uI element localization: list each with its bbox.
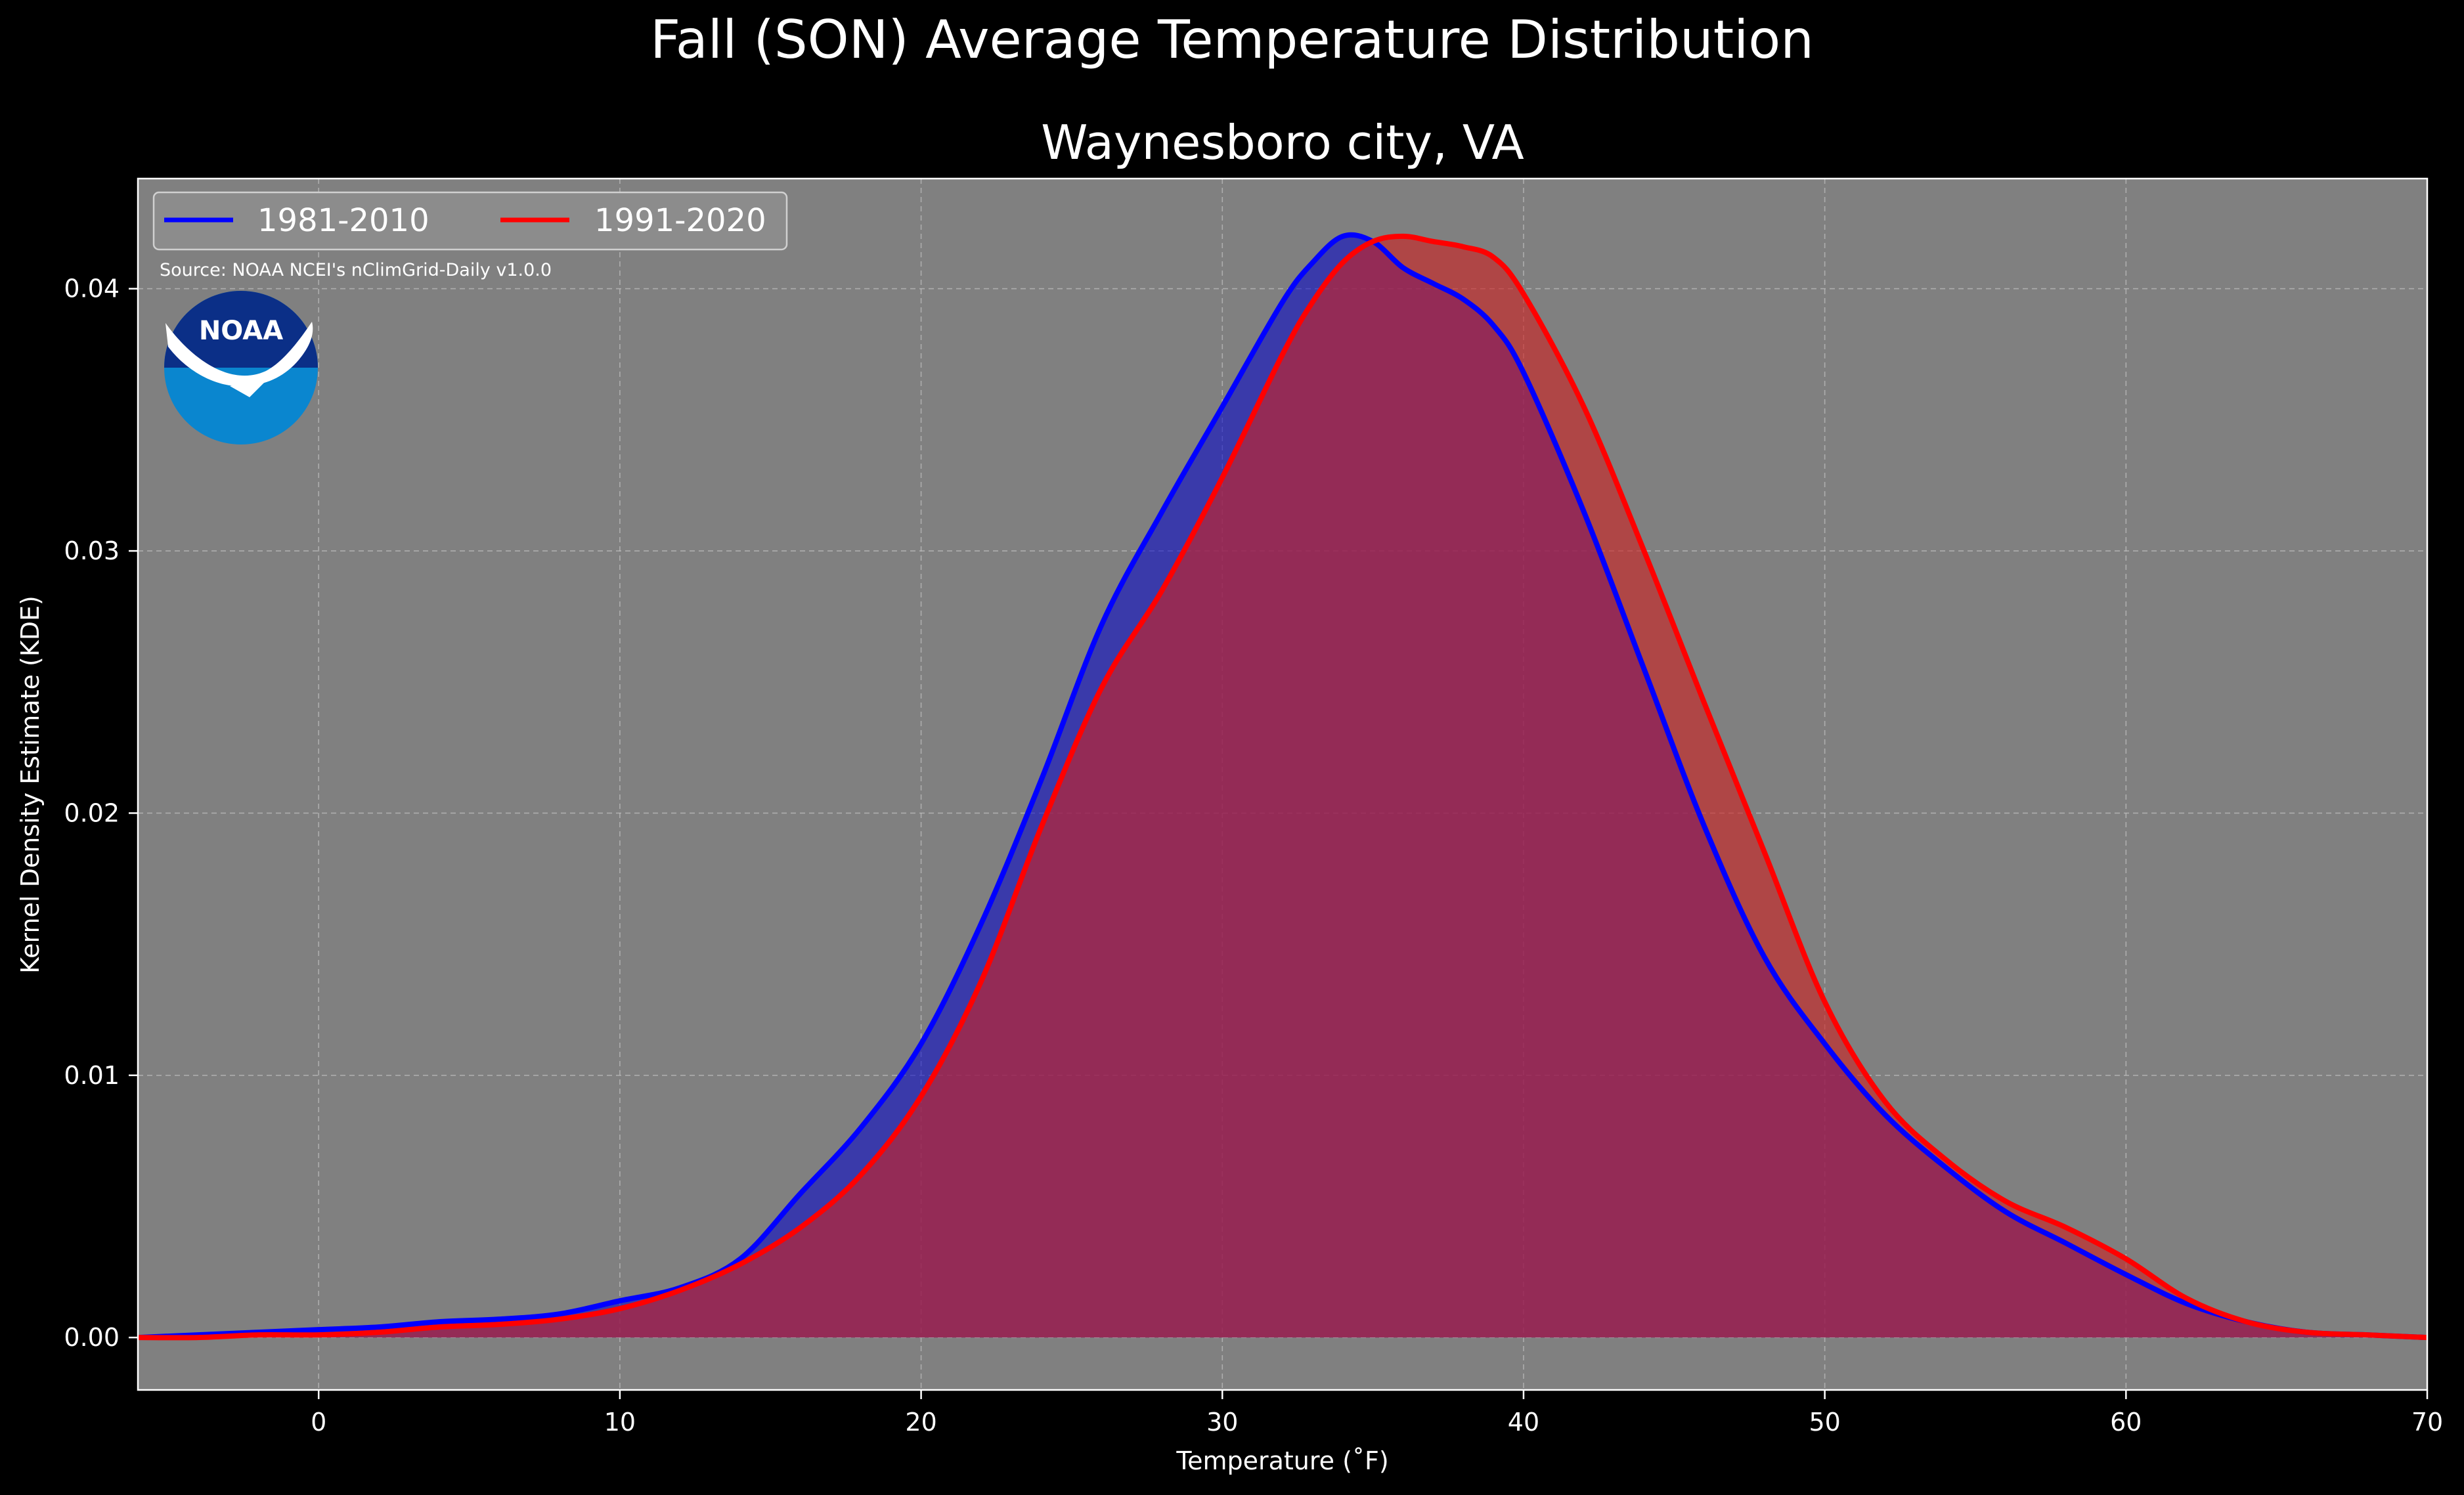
x-tick-label: 50 <box>1809 1408 1840 1437</box>
y-tick-label: 0.03 <box>64 536 120 565</box>
x-tick-label: 70 <box>2411 1408 2443 1437</box>
y-tick-label: 0.02 <box>64 798 120 827</box>
y-tick-label: 0.04 <box>64 274 120 303</box>
x-tick-label: 60 <box>2110 1408 2142 1437</box>
y-tick-label: 0.00 <box>64 1323 120 1352</box>
legend-label-1991-2020: 1991-2020 <box>594 202 766 239</box>
y-tick-label: 0.01 <box>64 1061 120 1090</box>
line-series-1981-2010 <box>137 232 2428 1341</box>
line-series-1991-2020 <box>137 233 2428 1341</box>
y-axis-label: Kernel Density Estimate (KDE) <box>16 596 45 974</box>
plot-frame <box>137 177 2429 1391</box>
x-tick-label: 20 <box>905 1408 936 1437</box>
series-lines <box>137 232 2428 1341</box>
chart-title: Fall (SON) Average Temperature Distribut… <box>650 9 1814 70</box>
y-axis-ticks: 0.00 0.01 0.02 0.03 0.04 <box>64 274 138 1352</box>
x-axis-label: Temperature (˚F) <box>1176 1446 1388 1475</box>
x-tick-label: 40 <box>1508 1408 1539 1437</box>
legend-box <box>152 191 788 251</box>
x-tick-label: 0 <box>311 1408 326 1437</box>
noaa-logo-text: NOAA <box>199 316 283 346</box>
noaa-logo: NOAA <box>164 291 318 444</box>
x-tick-label: 30 <box>1206 1408 1238 1437</box>
x-tick-label: 10 <box>604 1408 636 1437</box>
chart-subtitle: Waynesboro city, VA <box>1041 115 1524 170</box>
x-axis-ticks: 0 10 20 30 40 50 60 70 <box>311 1390 2443 1437</box>
legend-label-1981-2010: 1981-2010 <box>257 202 429 239</box>
source-note: Source: NOAA NCEI's nClimGrid-Daily v1.0… <box>160 260 552 280</box>
legend: 1981-2010 1991-2020 <box>152 191 788 251</box>
